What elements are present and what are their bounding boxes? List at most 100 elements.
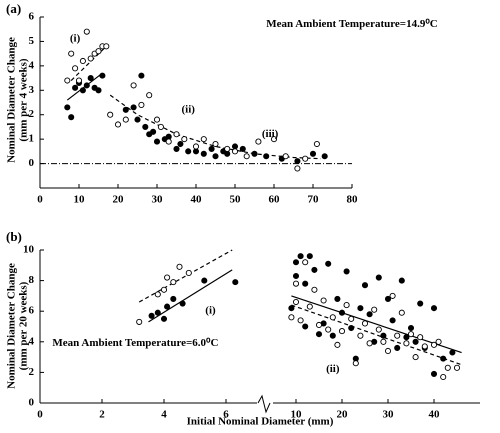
annotation: (i) <box>70 33 81 45</box>
x-tick-label: 20 <box>337 409 349 421</box>
data-point <box>201 277 208 284</box>
data-point <box>87 55 94 62</box>
data-point <box>72 65 79 72</box>
data-point <box>357 332 364 339</box>
data-point <box>407 324 415 332</box>
data-point <box>122 116 129 123</box>
data-point <box>311 266 318 273</box>
y-tick-label: 10 <box>23 244 35 256</box>
data-point <box>398 277 405 284</box>
data-point <box>380 332 387 339</box>
data-point <box>134 116 141 123</box>
x-tick-label: 40 <box>429 409 441 421</box>
data-point <box>146 92 153 99</box>
x-tick-label: 4 <box>161 409 167 421</box>
x-tick-label: 80 <box>347 194 359 206</box>
data-point <box>361 320 369 327</box>
data-point <box>68 50 75 57</box>
data-point <box>95 48 102 55</box>
data-point <box>412 354 419 361</box>
x-tick-label: 30 <box>383 409 395 421</box>
y-axis-label: Nominal Diameter Change <box>6 37 18 163</box>
data-point <box>421 343 428 350</box>
data-point <box>375 326 382 333</box>
data-point <box>430 305 438 312</box>
data-point <box>294 165 301 172</box>
data-point <box>343 268 350 275</box>
data-point <box>99 72 106 79</box>
data-point <box>292 298 300 306</box>
y-tick-label: 3 <box>29 84 35 96</box>
y-tick-label: 2 <box>29 366 35 378</box>
data-point <box>122 106 129 113</box>
data-point <box>263 153 270 160</box>
data-point <box>164 303 171 310</box>
axis-break <box>257 394 271 414</box>
data-point <box>130 104 137 111</box>
data-point <box>232 279 239 286</box>
data-point <box>177 140 184 148</box>
data-point <box>68 114 75 121</box>
data-point <box>142 123 149 130</box>
panel-label: (b) <box>6 229 22 244</box>
data-point <box>231 143 239 150</box>
x-tick-label: 10 <box>291 409 303 421</box>
data-point <box>64 104 71 111</box>
data-point <box>103 43 110 50</box>
y-tick-label: 2 <box>29 108 35 120</box>
y-tick-label: 5 <box>29 35 35 47</box>
fit-line <box>70 45 107 81</box>
data-point <box>200 136 207 143</box>
data-point <box>239 145 246 152</box>
data-point <box>288 305 295 312</box>
data-point <box>164 274 171 281</box>
data-point <box>208 145 215 152</box>
data-point <box>403 334 410 341</box>
data-point <box>224 150 231 157</box>
data-point <box>444 364 451 371</box>
data-point <box>412 338 419 345</box>
x-tick-label: 0 <box>37 409 43 421</box>
data-point <box>79 57 86 65</box>
data-point <box>320 297 327 304</box>
x-tick-label: 0 <box>37 194 43 206</box>
data-point <box>311 286 318 293</box>
data-point <box>357 305 364 312</box>
data-point <box>138 101 145 108</box>
x-tick-label: 40 <box>191 194 203 206</box>
y-axis-label: Nominal Diameter Change <box>6 263 18 389</box>
data-point <box>313 140 320 148</box>
data-point <box>95 87 102 94</box>
data-point <box>366 340 373 347</box>
data-point <box>153 138 161 145</box>
data-point <box>309 150 317 157</box>
data-point <box>417 300 424 307</box>
data-point <box>297 317 304 324</box>
data-point <box>212 140 219 148</box>
x-tick-label: 70 <box>308 194 320 206</box>
data-point <box>449 349 456 356</box>
annotation: (iii) <box>262 128 279 140</box>
annotation: Mean Ambient Temperature=6.0⁰C <box>52 337 218 349</box>
data-point <box>334 341 341 348</box>
data-point <box>154 291 161 298</box>
data-point <box>138 72 145 79</box>
data-point <box>306 303 313 310</box>
data-point <box>87 75 94 82</box>
x-tick-label: 50 <box>230 194 242 206</box>
data-point <box>325 260 332 267</box>
x-tick-label: 2 <box>99 409 105 421</box>
data-point <box>173 145 180 152</box>
data-point <box>148 312 155 319</box>
data-point <box>343 302 350 309</box>
data-point <box>160 286 168 293</box>
fit-line <box>291 304 462 366</box>
y-axis-label: (mm per 20 weeks) <box>18 281 30 370</box>
data-point <box>64 77 71 84</box>
x-tick-label: 30 <box>152 194 164 206</box>
data-point <box>302 155 309 162</box>
data-point <box>154 309 161 316</box>
data-point <box>255 138 262 145</box>
annotation: (i) <box>205 305 216 317</box>
